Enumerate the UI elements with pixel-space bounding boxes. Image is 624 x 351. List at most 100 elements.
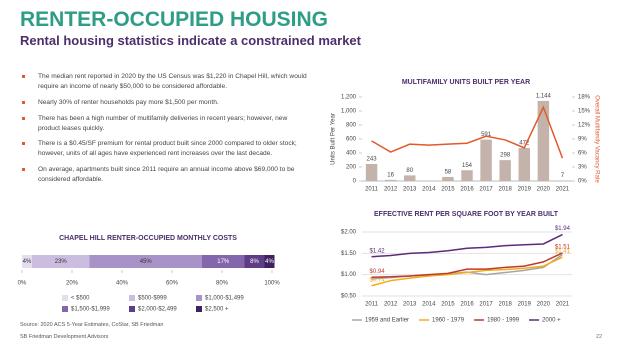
bar	[404, 175, 416, 181]
x-tick-label: 2017	[479, 187, 493, 193]
x-tick-label: 2018	[499, 187, 513, 193]
legend-label: $1,000-$1,499	[205, 296, 244, 302]
footer: SB Friedman Development Advisors	[20, 334, 109, 340]
data-label: 80	[406, 168, 413, 174]
y2-tick-label: 0%	[578, 179, 587, 185]
data-label: 23%	[55, 259, 68, 265]
chart-title: CHAPEL HILL RENTER-OCCUPIED MONTHLY COST…	[59, 235, 237, 242]
data-label: 4%	[265, 259, 274, 265]
x-tick-label: 2021	[556, 187, 570, 193]
bar	[480, 139, 492, 181]
slide-title: RENTER-OCCUPIED HOUSING	[20, 8, 329, 31]
y-tick-label: 800	[346, 123, 357, 129]
data-label: $1.41	[555, 249, 571, 255]
y-tick-label: 600	[346, 137, 357, 143]
bar-segment	[244, 255, 265, 268]
source-note: Source: 2020 ACS 5-Year Estimates, CoSta…	[20, 322, 164, 328]
bar-segment	[264, 255, 275, 268]
y-tick-label: 400	[346, 151, 357, 157]
x-tick-label: 100%	[264, 281, 280, 287]
x-tick-label: 2016	[460, 302, 474, 308]
x-tick-label: 2013	[403, 187, 417, 193]
x-tick-label: 80%	[216, 281, 229, 287]
data-label: $0.94	[370, 269, 386, 275]
legend-swatch	[62, 295, 68, 301]
slide-subtitle: Rental housing statistics indicate a con…	[20, 33, 361, 48]
bar	[499, 160, 511, 181]
legend-label: $500-$999	[138, 296, 167, 302]
y-tick-label: 0	[353, 179, 357, 185]
x-tick-label: 2017	[479, 302, 493, 308]
legend-label: < $500	[71, 296, 90, 302]
x-tick-label: 2020	[537, 187, 551, 193]
bar	[365, 163, 378, 181]
x-tick-label: 2018	[499, 302, 513, 308]
data-label: 154	[462, 163, 473, 169]
legend-swatch	[196, 306, 202, 312]
y2-tick-label: 18%	[578, 95, 591, 101]
x-tick-label: 2019	[518, 187, 532, 193]
y2-axis-label: Overall Multifamily Vacancy Rate	[593, 95, 599, 183]
bullet: There is a $0.45/SF premium for rental p…	[20, 139, 310, 159]
bullet: There has been a high number of multifam…	[20, 114, 310, 134]
legend-label: 1980 - 1999	[487, 318, 520, 324]
legend-swatch	[129, 306, 135, 312]
data-label: 16	[387, 172, 394, 178]
y-tick-label: 1,200	[341, 95, 357, 101]
x-tick-label: 2021	[556, 302, 570, 308]
legend-label: 1960 - 1979	[432, 318, 465, 324]
legend-label: $2,000-$2,499	[138, 307, 177, 313]
y-tick-label: $2.00	[341, 230, 357, 236]
x-tick-label: 20%	[66, 281, 79, 287]
page-number: 22	[596, 334, 603, 340]
bar-segment	[89, 255, 202, 268]
data-label: 7	[561, 173, 565, 179]
y-tick-label: $0.50	[341, 294, 357, 300]
x-tick-label: 2015	[441, 302, 455, 308]
bar	[518, 147, 530, 181]
x-tick-label: 2013	[403, 302, 417, 308]
x-tick-label: 0%	[18, 281, 27, 287]
x-tick-label: 2015	[441, 187, 455, 193]
data-label: $0.74	[370, 277, 386, 283]
y2-tick-label: 3%	[578, 165, 587, 171]
x-tick-label: 60%	[166, 281, 179, 287]
legend-label: 1959 and Earlier	[365, 318, 409, 324]
data-label: 17%	[217, 259, 230, 265]
rent-line	[371, 233, 563, 258]
y-tick-label: 1,000	[341, 109, 357, 115]
bar	[442, 176, 454, 181]
data-label: 8%	[250, 259, 259, 265]
bullet: The median rent reported in 2020 by the …	[20, 72, 310, 92]
x-tick-label: 2019	[518, 302, 532, 308]
chart-title: EFFECTIVE RENT PER SQUARE FOOT BY YEAR B…	[374, 211, 559, 218]
x-tick-label: 2012	[384, 187, 398, 193]
data-label: 591	[481, 132, 492, 138]
legend-swatch	[129, 295, 135, 301]
data-label: $1.94	[555, 226, 571, 232]
y2-tick-label: 12%	[578, 123, 591, 129]
data-label: 1,144	[536, 93, 552, 99]
y-tick-label: $1.00	[341, 272, 357, 278]
bar-segment	[202, 255, 245, 268]
x-tick-label: 2014	[422, 302, 436, 308]
bar	[537, 100, 550, 181]
data-label: 4%	[23, 259, 32, 265]
y2-tick-label: 6%	[578, 151, 587, 157]
bar-segment	[32, 255, 90, 268]
rent-line	[371, 252, 563, 278]
y-axis-label: Units Built Per Year	[331, 113, 337, 165]
legend-swatch	[196, 295, 202, 301]
y2-tick-label: 15%	[578, 109, 591, 115]
bullet: On average, apartments built since 2011 …	[20, 165, 310, 185]
legend-swatch	[62, 306, 68, 312]
rent-line	[371, 256, 563, 287]
chart-title: MULTIFAMILY UNITS BUILT PER YEAR	[402, 79, 530, 86]
x-tick-label: 2016	[460, 187, 474, 193]
data-label: $1.51	[555, 244, 571, 250]
x-tick-label: 2012	[384, 302, 398, 308]
bullet: Nearly 30% of renter households pay more…	[20, 98, 310, 108]
bar	[461, 170, 473, 181]
